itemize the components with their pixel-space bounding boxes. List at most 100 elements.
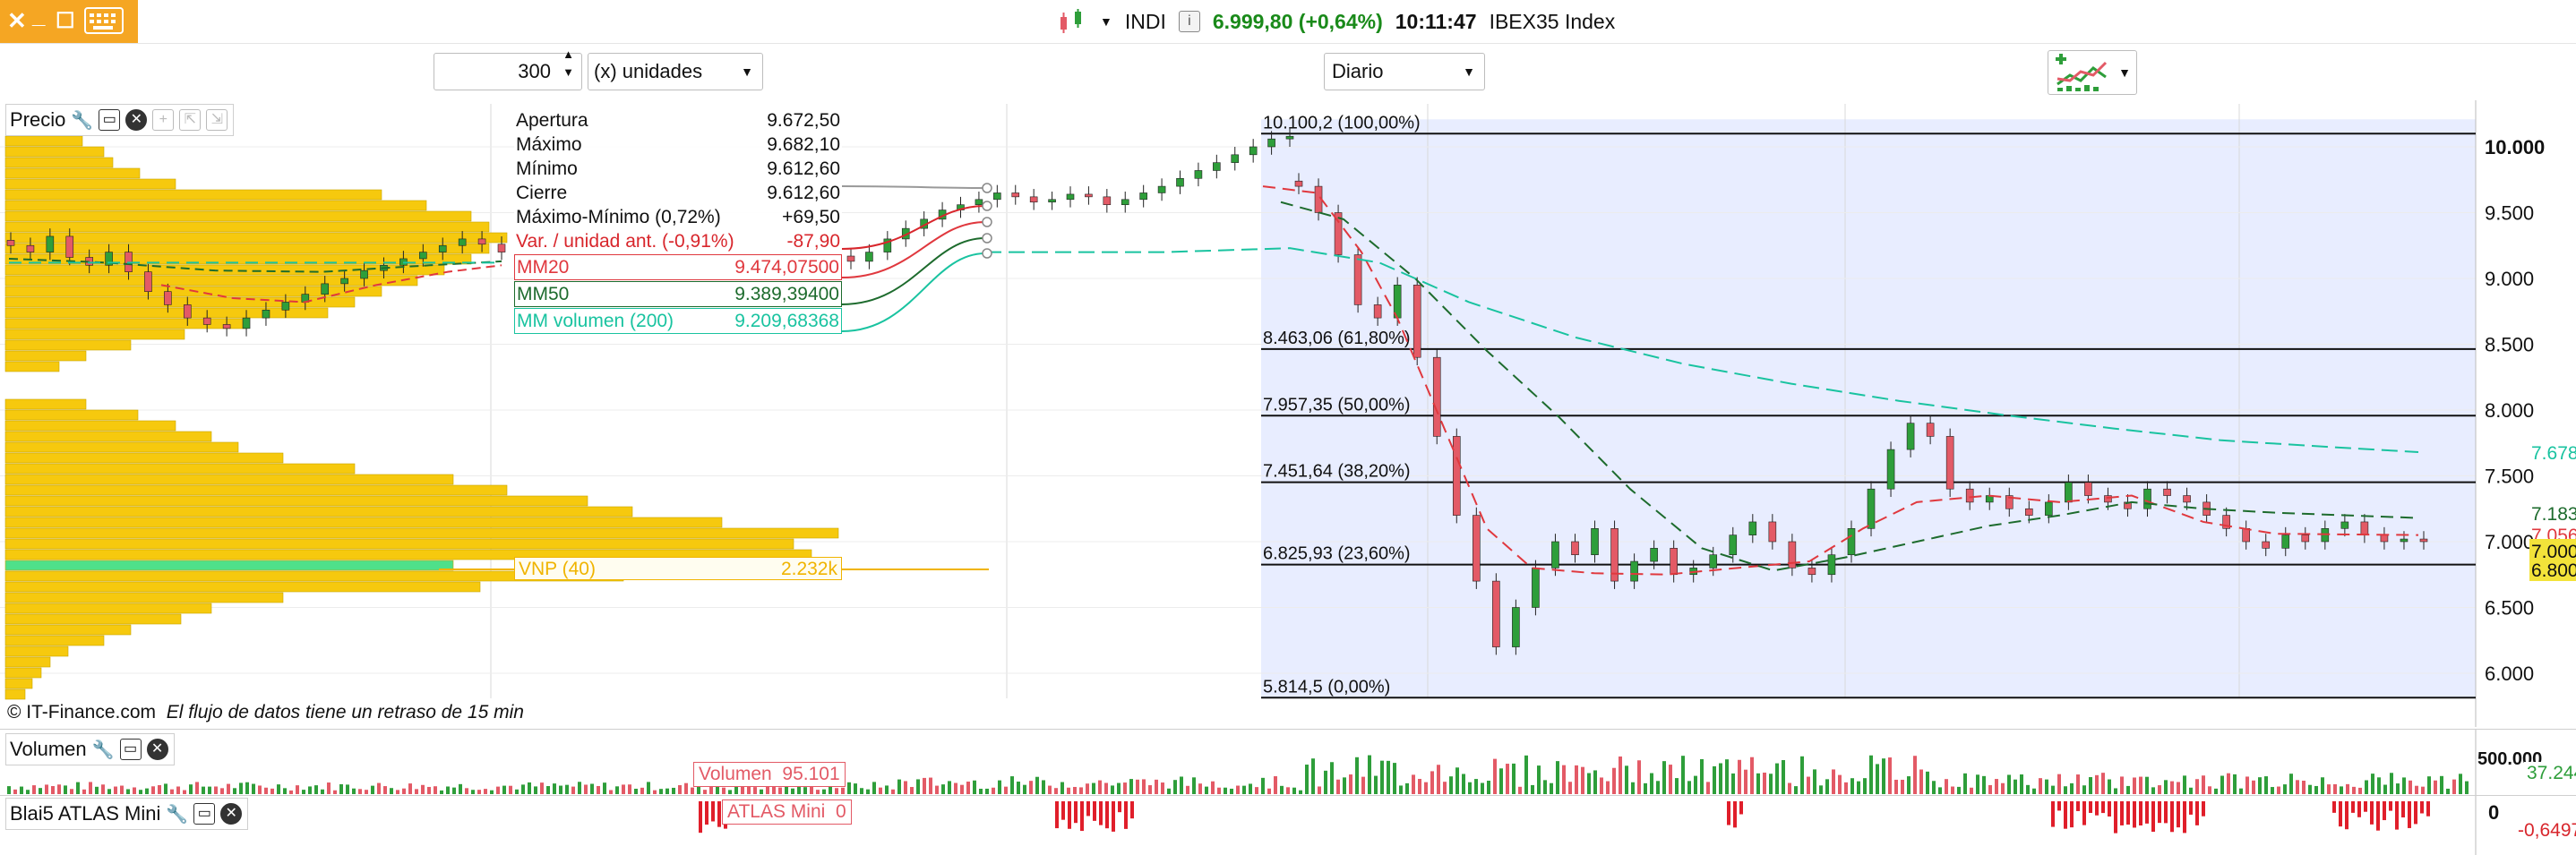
- volume-bar: [377, 782, 381, 794]
- volume-bar: [1443, 782, 1447, 794]
- volume-bar: [208, 786, 211, 794]
- volume-bar: [314, 785, 318, 794]
- candle-body: [2143, 488, 2151, 509]
- candlestick-icon[interactable]: [1057, 8, 1087, 35]
- candle-body: [2400, 538, 2409, 543]
- candle-body: [164, 291, 172, 305]
- atlas-bar: [1118, 801, 1121, 813]
- minimize-icon[interactable]: _: [32, 2, 46, 29]
- volume-bar: [521, 784, 525, 794]
- volume-bar: [1217, 787, 1221, 794]
- close-icon[interactable]: ✕: [125, 109, 148, 131]
- candle-body: [1512, 607, 1520, 647]
- symbol-label[interactable]: INDI: [1124, 9, 1166, 33]
- quantity-stepper[interactable]: 300 ▲ ▼: [434, 48, 582, 90]
- volume-bar: [929, 777, 932, 794]
- vnp-value: 2.232k: [780, 559, 837, 579]
- volume-chart[interactable]: [0, 730, 2576, 796]
- stepper-up-icon[interactable]: ▲: [562, 47, 574, 61]
- candle-body: [1827, 554, 1836, 576]
- indicator-row[interactable]: MM50 9.389,39400: [514, 281, 842, 307]
- keyboard-icon[interactable]: [84, 7, 124, 34]
- atlas-chart[interactable]: [0, 796, 2576, 855]
- volume-bar: [628, 784, 631, 794]
- volume-bar: [484, 789, 487, 794]
- fibonacci-label: 6.825,93 (23,60%): [1263, 544, 1411, 564]
- unit-select[interactable]: (x) unidades ▼: [588, 53, 763, 90]
- volume-bar: [1644, 782, 1647, 794]
- volume-bar: [2227, 773, 2230, 794]
- candle-body: [202, 317, 211, 325]
- volume-bar: [2452, 779, 2456, 794]
- move-up-icon[interactable]: ⇱: [179, 109, 202, 131]
- indicator-row[interactable]: MM20 9.474,07500: [514, 254, 842, 280]
- volume-bar: [2139, 776, 2142, 794]
- price-chart[interactable]: 10.100,2 (100,00%) 8.463,06 (61,80%) 7.957…: [0, 100, 2576, 727]
- volume-bar: [753, 787, 757, 794]
- candle-body: [2281, 534, 2290, 549]
- volume-bar: [2308, 784, 2312, 794]
- panel-title-label: Precio: [10, 108, 66, 131]
- close-icon[interactable]: ✕: [220, 803, 243, 825]
- volume-bar: [559, 785, 562, 794]
- stepper-down-icon[interactable]: ▼: [562, 65, 574, 79]
- volume-bar: [597, 785, 600, 794]
- close-icon[interactable]: ✕: [7, 7, 27, 34]
- symbol-dropdown-icon[interactable]: ▼: [1100, 14, 1112, 29]
- wrench-icon[interactable]: 🔧: [91, 740, 115, 760]
- period-select[interactable]: Diario ▼: [1324, 53, 1485, 90]
- candle-body: [1194, 170, 1203, 179]
- volume-bar: [2245, 776, 2249, 794]
- volume-bar: [1449, 776, 1453, 794]
- volume-bar: [477, 790, 481, 794]
- volume-bar: [866, 789, 870, 794]
- volume-bar: [2346, 783, 2349, 794]
- volume-profile-bar: [4, 135, 83, 147]
- candle-body: [883, 238, 892, 252]
- legend-label: Mínimo: [516, 158, 578, 179]
- volume-bar: [1562, 765, 1566, 794]
- volume-bar: [1399, 785, 1403, 794]
- volume-bar: [678, 785, 682, 794]
- move-down-icon[interactable]: ⇲: [206, 109, 228, 131]
- wrench-icon[interactable]: 🔧: [166, 804, 189, 825]
- indicators-button[interactable]: ▼: [2048, 50, 2137, 95]
- volume-bar: [1380, 760, 1384, 794]
- volume-bar: [528, 782, 531, 794]
- volume-bar: [2377, 777, 2381, 794]
- window-icon[interactable]: ▭: [119, 739, 142, 760]
- volume-bar: [2126, 785, 2130, 794]
- volume-bar: [415, 789, 418, 794]
- chevron-down-icon[interactable]: ▼: [2118, 65, 2131, 80]
- connector-dot: [982, 233, 992, 244]
- volume-bar: [408, 783, 412, 794]
- volume-bar: [1631, 782, 1635, 794]
- window-icon[interactable]: ▭: [193, 803, 216, 825]
- info-icon[interactable]: i: [1178, 11, 1200, 32]
- volume-bar: [553, 783, 556, 794]
- connector-dot: [982, 201, 992, 211]
- legend-row: Máximo-Mínimo (0,72%) +69,50: [514, 205, 842, 229]
- atlas-bar: [2376, 801, 2380, 831]
- volume-profile-bar: [4, 441, 239, 453]
- volume-bar: [390, 788, 393, 794]
- wrench-icon[interactable]: 🔧: [71, 110, 94, 131]
- period-value: Diario: [1332, 60, 1384, 82]
- volume-bar: [2170, 781, 2174, 794]
- volume-bar: [183, 790, 186, 794]
- volume-bar: [1951, 786, 1954, 794]
- volume-bar: [1694, 775, 1697, 794]
- candle-body: [222, 324, 231, 329]
- atlas-bar: [2108, 801, 2111, 817]
- volume-profile-bar: [4, 318, 248, 329]
- volume-bar: [2007, 774, 2011, 794]
- volume-profile-bar: [4, 474, 454, 485]
- volume-bar: [1017, 782, 1020, 794]
- y-tick-label: 6.500: [2485, 597, 2534, 620]
- add-icon[interactable]: +: [152, 109, 175, 131]
- indicator-row[interactable]: MM volumen (200) 9.209,68368: [514, 308, 842, 334]
- close-icon[interactable]: ✕: [146, 739, 168, 760]
- window-icon[interactable]: ▭: [99, 109, 121, 131]
- volume-bar: [2026, 784, 2030, 794]
- maximize-icon[interactable]: ☐: [56, 9, 75, 33]
